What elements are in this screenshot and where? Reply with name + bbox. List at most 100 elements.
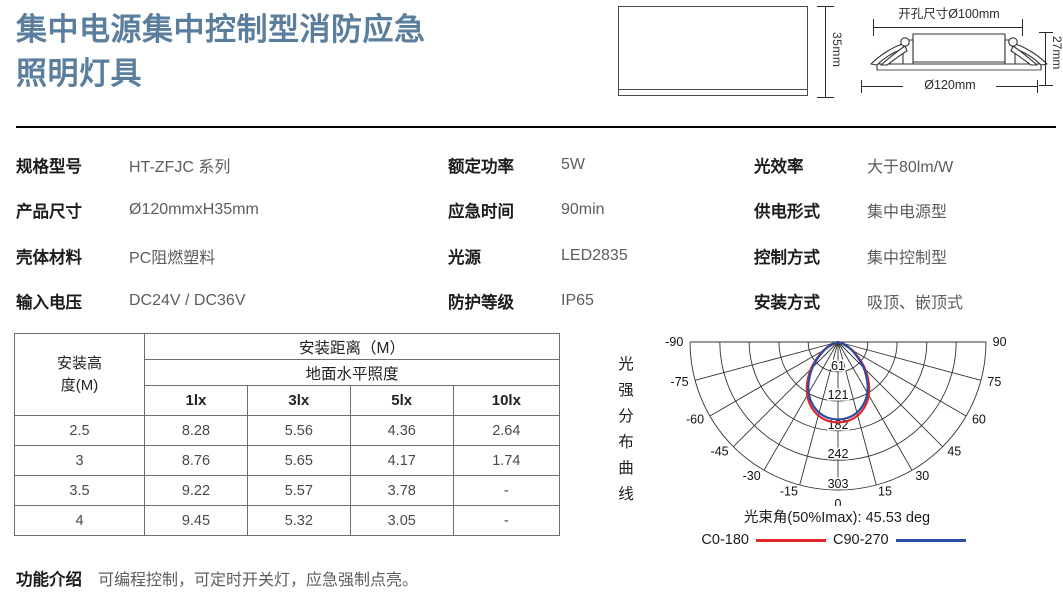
table-cell-value: 2.64 <box>452 415 561 446</box>
svg-text:303: 303 <box>828 477 849 491</box>
polar-radial-tick-label: 121 <box>828 388 849 402</box>
spec-value-dimensions: Ø120mmxH35mm <box>129 201 259 219</box>
corner-header-line-1: 安装高 <box>56 354 102 372</box>
dimension-tick-bottom <box>817 96 834 98</box>
table-cell-value: 5.65 <box>246 445 351 476</box>
table-cell-height: 3 <box>14 445 145 476</box>
page-title-line-1: 集中电源集中控制型消防应急 <box>16 12 426 47</box>
table-cell-height: 2.5 <box>14 415 145 446</box>
spec-row-mounting-method: 安装方式 吸顶、嵌顶式 <box>754 279 1056 325</box>
table-column-header-5lx: 5lx <box>349 385 454 416</box>
technical-drawings: 35mm 开孔尺寸Ø100mm <box>600 0 1063 118</box>
spec-value-mounting-method: 吸顶、嵌顶式 <box>867 295 964 313</box>
spec-value-housing-material: PC阻燃塑料 <box>129 249 216 267</box>
spec-row-housing-material: 壳体材料 PC阻燃塑料 <box>16 233 448 279</box>
cutout-dimension-label: 开孔尺寸Ø100mm <box>898 7 1000 21</box>
spec-row-ip-rating: 防护等级 IP65 <box>448 279 754 325</box>
polar-angle-tick-label: 45 <box>947 444 961 458</box>
table-cell-height: 4 <box>14 505 145 536</box>
spec-column-left: 规格型号 HT-ZFJC 系列 产品尺寸 Ø120mmxH35mm 壳体材料 P… <box>16 142 448 324</box>
dimension-line-horizontal <box>873 27 1023 29</box>
spec-value-ip-rating: IP65 <box>561 292 594 310</box>
dimension-cap-right <box>1036 80 1038 93</box>
depth-dimension-label: 27mm <box>1050 36 1063 70</box>
spec-row-model: 规格型号 HT-ZFJC 系列 <box>16 142 448 188</box>
dimension-line-vertical <box>825 6 827 98</box>
polar-angle-tick-label: -75 <box>671 375 689 389</box>
beam-angle-annotation: 光束角(50%Imax): 45.53 deg <box>743 510 931 526</box>
spec-row-rated-power: 额定功率 5W <box>448 142 754 188</box>
height-dimension: 35mm <box>814 6 854 98</box>
spec-label-mounting-method: 安装方式 <box>754 294 820 313</box>
table-column-header-10lx: 10lx <box>452 385 561 416</box>
chart-vertical-title: 光 强 分 布 曲 线 <box>614 352 638 508</box>
light-distribution-chart: 光 强 分 布 曲 线 -90 -75 -60 -45 -30 -15 15 30 45 60 75… <box>606 330 1058 556</box>
spec-value-rated-power: 5W <box>561 155 585 173</box>
spec-label-dimensions: 产品尺寸 <box>16 203 82 222</box>
polar-radial-tick-label: 61 <box>831 359 845 373</box>
table-column-header-3lx: 3lx <box>246 385 351 416</box>
specification-grid: 规格型号 HT-ZFJC 系列 产品尺寸 Ø120mmxH35mm 壳体材料 P… <box>16 142 1056 324</box>
photometric-distance-table: 安装高 度(M) 安装距离（M） 地面水平照度 1lx 3lx 5lx 10lx… <box>14 333 561 536</box>
table-cell-value: 3.78 <box>349 475 454 506</box>
spec-label-light-source: 光源 <box>448 248 481 267</box>
polar-angle-tick-label: -90 <box>665 335 683 349</box>
polar-angle-tick-label: -15 <box>780 484 798 498</box>
table-column-header-1lx: 1lx <box>144 385 248 416</box>
page-title-line-2: 照明灯具 <box>16 56 142 91</box>
table-cell-value: 4.36 <box>349 415 454 446</box>
dimension-cap-right <box>1021 19 1023 36</box>
chart-title-char: 强 <box>618 382 634 399</box>
legend-label-c0-180: C0-180 <box>701 532 749 548</box>
table-header-row-group: 安装高 度(M) 安装距离（M） <box>14 333 560 416</box>
dimension-tick-bottom <box>1039 84 1053 86</box>
polar-plot-svg: -90-75-60-45-30-15 1530456075900616112112… <box>665 335 1006 506</box>
corner-header-line-2: 度(M) <box>60 376 99 394</box>
polar-angle-tick-label: -60 <box>686 412 704 426</box>
header-divider <box>16 126 1056 128</box>
spec-row-light-source: 光源 LED2835 <box>448 233 754 279</box>
table-subgroup-header: 地面水平照度 <box>144 359 560 386</box>
cutout-dimension: 开孔尺寸Ø100mm <box>873 6 1023 36</box>
dimension-line-right <box>996 86 1038 88</box>
spec-label-housing-material: 壳体材料 <box>16 248 82 267</box>
polar-angle-tick-label: 75 <box>987 375 1001 389</box>
table-corner-header: 安装高 度(M) <box>14 333 145 416</box>
depth-dimension: 27mm <box>1039 32 1063 86</box>
spec-column-right: 光效率 大于80lm/W 供电形式 集中电源型 控制方式 集中控制型 安装方式 … <box>754 142 1056 324</box>
table-cell-value: - <box>452 505 561 536</box>
spec-row-control-mode: 控制方式 集中控制型 <box>754 233 1056 279</box>
table-cell-value: 1.74 <box>452 445 561 476</box>
spec-label-model: 规格型号 <box>16 157 82 176</box>
spec-column-middle: 额定功率 5W 应急时间 90min 光源 LED2835 防护等级 IP65 <box>448 142 754 324</box>
table-group-header: 安装距离（M） <box>144 333 560 360</box>
spec-label-emergency-time: 应急时间 <box>448 203 514 222</box>
spec-label-control-mode: 控制方式 <box>754 248 820 267</box>
spec-value-light-source: LED2835 <box>561 246 628 264</box>
chart-title-char: 光 <box>618 356 634 373</box>
outer-diameter-label: Ø120mm <box>924 78 976 92</box>
legend-swatch-c90-270 <box>895 538 966 542</box>
polar-angle-tick-label: -45 <box>711 444 729 458</box>
table-cell-value: 8.28 <box>144 415 248 446</box>
spec-value-model: HT-ZFJC 系列 <box>129 158 231 176</box>
spec-row-input-voltage: 输入电压 DC24V / DC36V <box>16 279 448 325</box>
table-row: 4 9.45 5.32 3.05 - <box>14 505 561 536</box>
spec-value-input-voltage: DC24V / DC36V <box>129 292 246 310</box>
table-cell-value: 5.32 <box>246 505 351 536</box>
polar-angle-tick-label: 15 <box>878 484 892 498</box>
dimension-line-vertical <box>1045 32 1047 86</box>
table-cell-value: - <box>452 475 561 506</box>
table-row: 2.5 8.28 5.56 4.36 2.64 <box>14 415 561 446</box>
svg-text:242: 242 <box>828 447 849 461</box>
side-view-base-rim <box>618 90 808 96</box>
cross-section-drawing: 开孔尺寸Ø100mm <box>855 0 1063 118</box>
downlight-section-svg <box>870 33 1048 71</box>
spec-value-emergency-time: 90min <box>561 201 605 219</box>
spec-row-luminous-efficacy: 光效率 大于80lm/W <box>754 142 1056 188</box>
side-view-drawing <box>618 6 808 90</box>
chart-legend: C0-180 C90-270 <box>642 532 1032 548</box>
page-title: 集中电源集中控制型消防应急 照明灯具 <box>16 8 576 96</box>
spec-value-control-mode: 集中控制型 <box>867 249 948 267</box>
polar-curve-c90-270 <box>807 340 869 421</box>
